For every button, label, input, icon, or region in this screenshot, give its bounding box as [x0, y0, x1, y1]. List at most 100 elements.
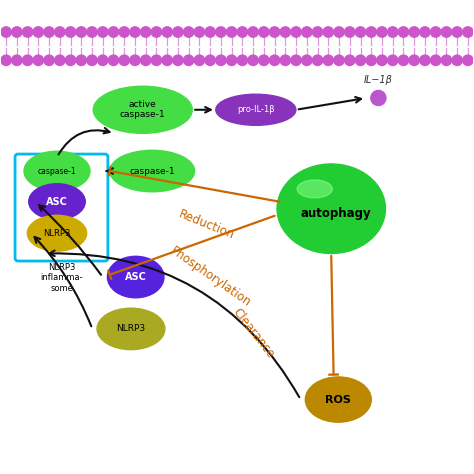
Circle shape [109, 27, 118, 37]
Circle shape [388, 55, 398, 65]
Circle shape [291, 27, 301, 37]
Text: Reduction: Reduction [177, 208, 236, 242]
Circle shape [323, 27, 334, 37]
Text: active
caspase-1: active caspase-1 [120, 100, 165, 119]
Circle shape [291, 55, 301, 65]
Circle shape [280, 27, 291, 37]
Circle shape [430, 27, 441, 37]
Circle shape [194, 55, 205, 65]
Circle shape [151, 27, 162, 37]
Ellipse shape [24, 151, 90, 191]
Circle shape [183, 27, 194, 37]
Ellipse shape [93, 86, 192, 133]
Circle shape [87, 27, 97, 37]
Circle shape [237, 27, 247, 37]
Circle shape [259, 55, 269, 65]
Circle shape [33, 27, 44, 37]
Text: Phosphorylation: Phosphorylation [168, 245, 254, 310]
Circle shape [259, 27, 269, 37]
Circle shape [371, 91, 386, 106]
Ellipse shape [297, 180, 332, 198]
Circle shape [388, 27, 398, 37]
Ellipse shape [216, 94, 296, 125]
Circle shape [55, 55, 65, 65]
Text: autophagy: autophagy [301, 207, 371, 220]
Circle shape [65, 27, 76, 37]
Circle shape [334, 55, 344, 65]
Text: pro-IL-1β: pro-IL-1β [237, 105, 274, 114]
Text: Clearance: Clearance [230, 306, 277, 361]
Ellipse shape [108, 256, 164, 298]
Circle shape [33, 55, 44, 65]
Circle shape [409, 55, 419, 65]
Circle shape [248, 55, 258, 65]
Circle shape [119, 27, 129, 37]
Circle shape [173, 55, 183, 65]
Ellipse shape [277, 164, 385, 254]
Circle shape [323, 55, 334, 65]
Ellipse shape [97, 308, 165, 350]
Text: ROS: ROS [325, 394, 351, 405]
Text: caspase-1: caspase-1 [129, 166, 175, 175]
Circle shape [12, 27, 22, 37]
Circle shape [65, 55, 76, 65]
Circle shape [452, 27, 462, 37]
Circle shape [356, 55, 365, 65]
Circle shape [345, 27, 355, 37]
Circle shape [98, 27, 108, 37]
Circle shape [44, 27, 54, 37]
Circle shape [237, 55, 247, 65]
Text: NLRP3: NLRP3 [43, 229, 71, 238]
Circle shape [1, 55, 11, 65]
Text: IL−1β: IL−1β [364, 75, 393, 85]
Circle shape [76, 55, 86, 65]
Circle shape [227, 27, 237, 37]
Circle shape [216, 55, 226, 65]
Circle shape [216, 27, 226, 37]
Circle shape [463, 27, 473, 37]
Circle shape [22, 27, 33, 37]
Circle shape [430, 55, 441, 65]
Circle shape [301, 55, 312, 65]
Circle shape [441, 27, 452, 37]
Circle shape [140, 27, 151, 37]
Circle shape [398, 27, 409, 37]
Circle shape [162, 55, 173, 65]
Circle shape [312, 27, 323, 37]
Circle shape [173, 27, 183, 37]
Circle shape [109, 55, 118, 65]
Ellipse shape [27, 215, 87, 251]
Circle shape [22, 55, 33, 65]
Circle shape [55, 27, 65, 37]
Text: NLRP3: NLRP3 [117, 324, 146, 333]
Circle shape [441, 55, 452, 65]
Circle shape [463, 55, 473, 65]
Circle shape [162, 27, 173, 37]
Circle shape [130, 55, 140, 65]
Text: NLRP3
inflamma-
some: NLRP3 inflamma- some [40, 263, 83, 293]
Circle shape [12, 55, 22, 65]
Circle shape [151, 55, 162, 65]
Circle shape [183, 55, 194, 65]
Ellipse shape [305, 377, 371, 422]
Circle shape [312, 55, 323, 65]
Ellipse shape [110, 150, 195, 192]
Circle shape [1, 27, 11, 37]
Circle shape [119, 55, 129, 65]
Circle shape [366, 27, 376, 37]
Circle shape [269, 27, 280, 37]
Circle shape [377, 27, 387, 37]
Circle shape [205, 27, 215, 37]
Circle shape [140, 55, 151, 65]
Circle shape [366, 55, 376, 65]
Circle shape [345, 55, 355, 65]
Circle shape [377, 55, 387, 65]
Circle shape [76, 27, 86, 37]
Text: ASC: ASC [46, 197, 68, 207]
FancyBboxPatch shape [15, 154, 108, 261]
Circle shape [248, 27, 258, 37]
Circle shape [269, 55, 280, 65]
Ellipse shape [29, 184, 85, 219]
Circle shape [356, 27, 365, 37]
Text: caspase-1: caspase-1 [37, 166, 76, 175]
